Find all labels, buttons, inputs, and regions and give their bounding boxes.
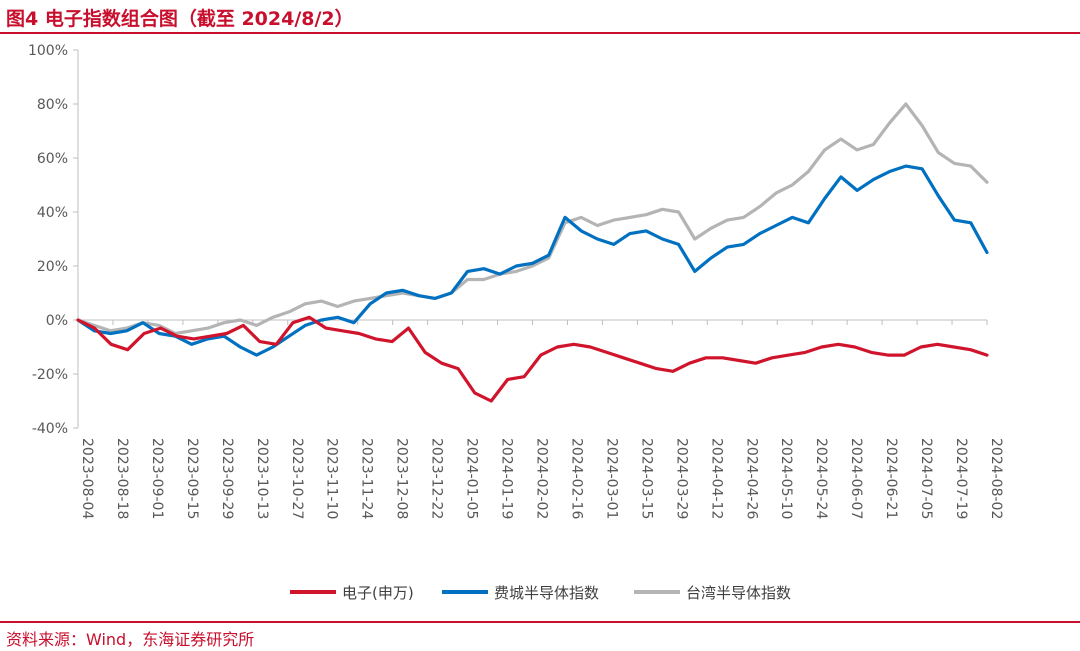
x-axis: 2023-08-04 2023-08-18 2023-09-01 2023-09-15… <box>77 319 1004 519</box>
x-tick-label: 2024-08-02 <box>988 438 1004 519</box>
x-tick-label: 2024-04-12 <box>708 438 724 519</box>
legend-label-2: 台湾半导体指数 <box>686 584 791 602</box>
x-tick-label: 2023-08-18 <box>114 438 130 519</box>
series-line-0 <box>76 315 989 403</box>
x-tick-label: 2024-06-21 <box>883 438 899 519</box>
title-divider <box>0 32 1080 34</box>
series-layer <box>76 102 989 403</box>
x-tick-label: 2023-09-29 <box>219 438 235 519</box>
x-tick-label: 2024-07-05 <box>918 438 934 519</box>
x-tick-label: 2023-08-04 <box>79 438 95 519</box>
x-tick-label: 2024-03-15 <box>638 438 654 519</box>
chart-title: 图4 电子指数组合图（截至 2024/8/2） <box>6 8 354 30</box>
line-chart: 100%80%60%40%20%0%-20%-40% 2023-08-04 202… <box>28 43 1004 602</box>
legend-label-1: 费城半导体指数 <box>494 584 599 602</box>
y-tick-label: -40% <box>32 421 68 437</box>
x-tick-label: 2024-05-24 <box>813 438 829 519</box>
x-tick-label: 2023-11-10 <box>324 438 340 519</box>
x-tick-label: 2023-12-08 <box>394 438 410 519</box>
x-tick-label: 2024-03-01 <box>603 438 619 519</box>
legend: 电子(申万) 费城半导体指数 台湾半导体指数 <box>290 584 791 602</box>
series-line-2 <box>76 102 989 336</box>
x-tick-label: 2023-12-22 <box>429 438 445 519</box>
y-tick-label: 60% <box>37 151 68 167</box>
x-tick-label: 2024-02-02 <box>534 438 550 519</box>
x-tick-label: 2024-01-05 <box>464 438 480 519</box>
y-tick-label: 20% <box>37 259 68 275</box>
x-tick-label: 2023-10-13 <box>254 438 270 519</box>
x-tick-label: 2024-06-07 <box>848 438 864 519</box>
x-tick-label: 2023-11-24 <box>359 438 375 519</box>
series-line-1 <box>76 164 989 357</box>
y-tick-label: 0% <box>46 313 68 329</box>
x-tick-label: 2024-05-10 <box>778 438 794 519</box>
source-note: 资料来源：Wind，东海证券研究所 <box>6 630 255 649</box>
x-tick-label: 2024-07-19 <box>953 438 969 519</box>
y-axis: 100% 80% 60% 40% 20% 0% -20% -40% <box>28 43 79 437</box>
x-tick-label: 2023-10-27 <box>289 438 305 519</box>
x-tick-label: 2024-04-26 <box>743 438 759 519</box>
y-tick-label: 40% <box>37 205 68 221</box>
x-tick-label: 2024-02-16 <box>568 438 584 519</box>
y-tick-label: 100% <box>28 43 68 59</box>
x-tick-label: 2024-03-29 <box>673 438 689 519</box>
y-tick-label: -20% <box>32 367 68 383</box>
legend-label-0: 电子(申万) <box>342 584 414 602</box>
y-tick-label: 80% <box>37 97 68 113</box>
x-tick-label: 2024-01-19 <box>499 438 515 519</box>
x-tick-label: 2023-09-01 <box>149 438 165 519</box>
source-divider <box>0 621 1080 623</box>
x-tick-label: 2023-09-15 <box>184 438 200 519</box>
